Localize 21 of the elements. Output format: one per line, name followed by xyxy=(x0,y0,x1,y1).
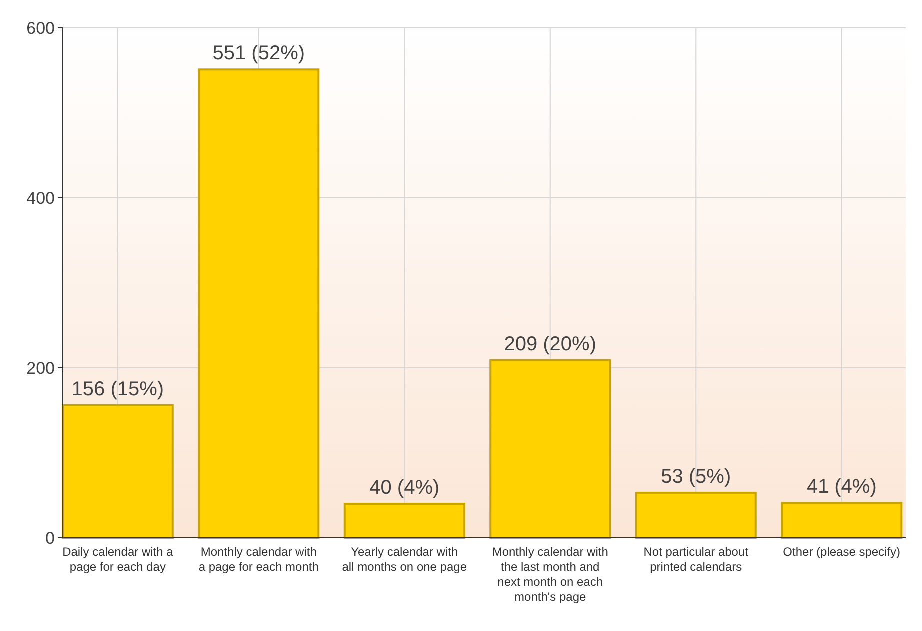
y-tick-label: 600 xyxy=(26,18,55,38)
bar xyxy=(490,359,612,539)
y-tick-label: 0 xyxy=(46,528,55,548)
data-label: 40 (4%) xyxy=(370,477,440,499)
y-tick-label: 400 xyxy=(26,188,55,208)
y-tick-label: 200 xyxy=(26,358,55,378)
data-label: 156 (15%) xyxy=(72,378,164,400)
x-tick-label: Daily calendar with a page for each day xyxy=(62,545,174,574)
x-tick-label: Not particular about printed calendars xyxy=(644,545,750,574)
x-tick-label: Other (please specify) xyxy=(783,545,901,559)
data-label: 53 (5%) xyxy=(661,466,732,488)
x-tick-label: Monthly calendar with the last month and next month on each month's page xyxy=(492,545,608,604)
data-label: 209 (20%) xyxy=(504,333,597,356)
x-tick-label: Monthly calendar with a page for each month xyxy=(198,545,319,574)
bar xyxy=(635,492,757,539)
data-label: 551 (52%) xyxy=(212,42,306,65)
bar xyxy=(198,68,320,539)
bar xyxy=(781,502,903,539)
data-label: 41 (4%) xyxy=(806,476,877,498)
x-tick-label: Yearly calendar with all months on one page xyxy=(342,545,468,574)
bar xyxy=(344,503,466,539)
